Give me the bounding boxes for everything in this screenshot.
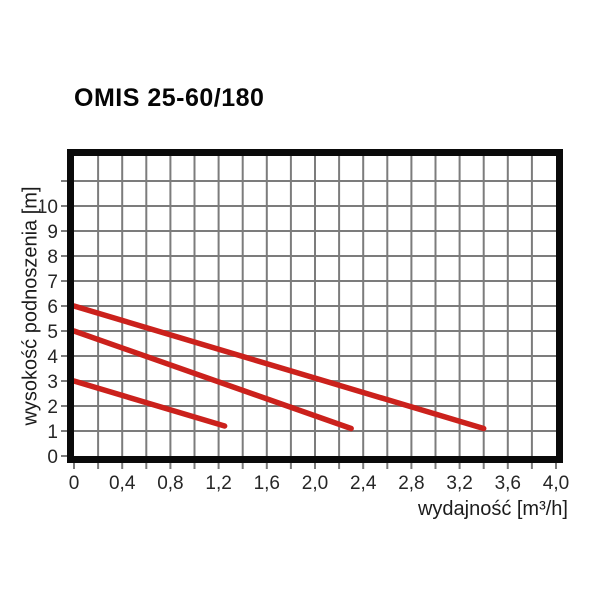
pump-curve-1-top xyxy=(71,303,487,432)
y-tick-label: 4 xyxy=(47,347,58,368)
x-tick-label: 2,4 xyxy=(350,473,377,494)
plot-frame xyxy=(67,149,563,463)
x-tick-label: 2,0 xyxy=(302,473,328,494)
x-tick-label: 2,8 xyxy=(398,473,424,494)
y-tick-label: 5 xyxy=(47,322,58,343)
x-tick-label: 1,6 xyxy=(254,473,280,494)
x-tick-label: 4,0 xyxy=(543,473,569,494)
y-tick-label: 9 xyxy=(47,222,58,243)
chart-title: OMIS 25-60/180 xyxy=(74,84,265,112)
x-tick-label: 0,4 xyxy=(109,473,136,494)
y-tick-label: 7 xyxy=(47,272,58,293)
y-tick-label: 6 xyxy=(47,297,58,318)
pump-performance-chart: 0 0,4 0,8 1,2 1,6 2,0 2,4 2,8 3,2 3,6 4,0 0 1 2 3 4 5 6 7 8… xyxy=(40,149,569,494)
x-tick-label: 3,6 xyxy=(495,473,521,494)
y-tick-label: 8 xyxy=(47,247,58,268)
y-tick-label: 2 xyxy=(47,397,58,418)
x-tick-label: 3,2 xyxy=(446,473,472,494)
x-tick-label: 0,8 xyxy=(157,473,183,494)
y-tick-label: 10 xyxy=(40,197,58,218)
y-tick-label: 3 xyxy=(47,372,58,393)
x-axis-label: wydajność [m³/h] xyxy=(417,498,568,520)
pump-curve-2-middle xyxy=(71,328,354,432)
pump-curve-3-bottom xyxy=(71,378,228,429)
x-tick-label: 0 xyxy=(69,473,80,494)
y-tick-label: 1 xyxy=(47,422,58,443)
y-tick-label: 0 xyxy=(47,447,58,468)
x-tick-label: 1,2 xyxy=(205,473,231,494)
